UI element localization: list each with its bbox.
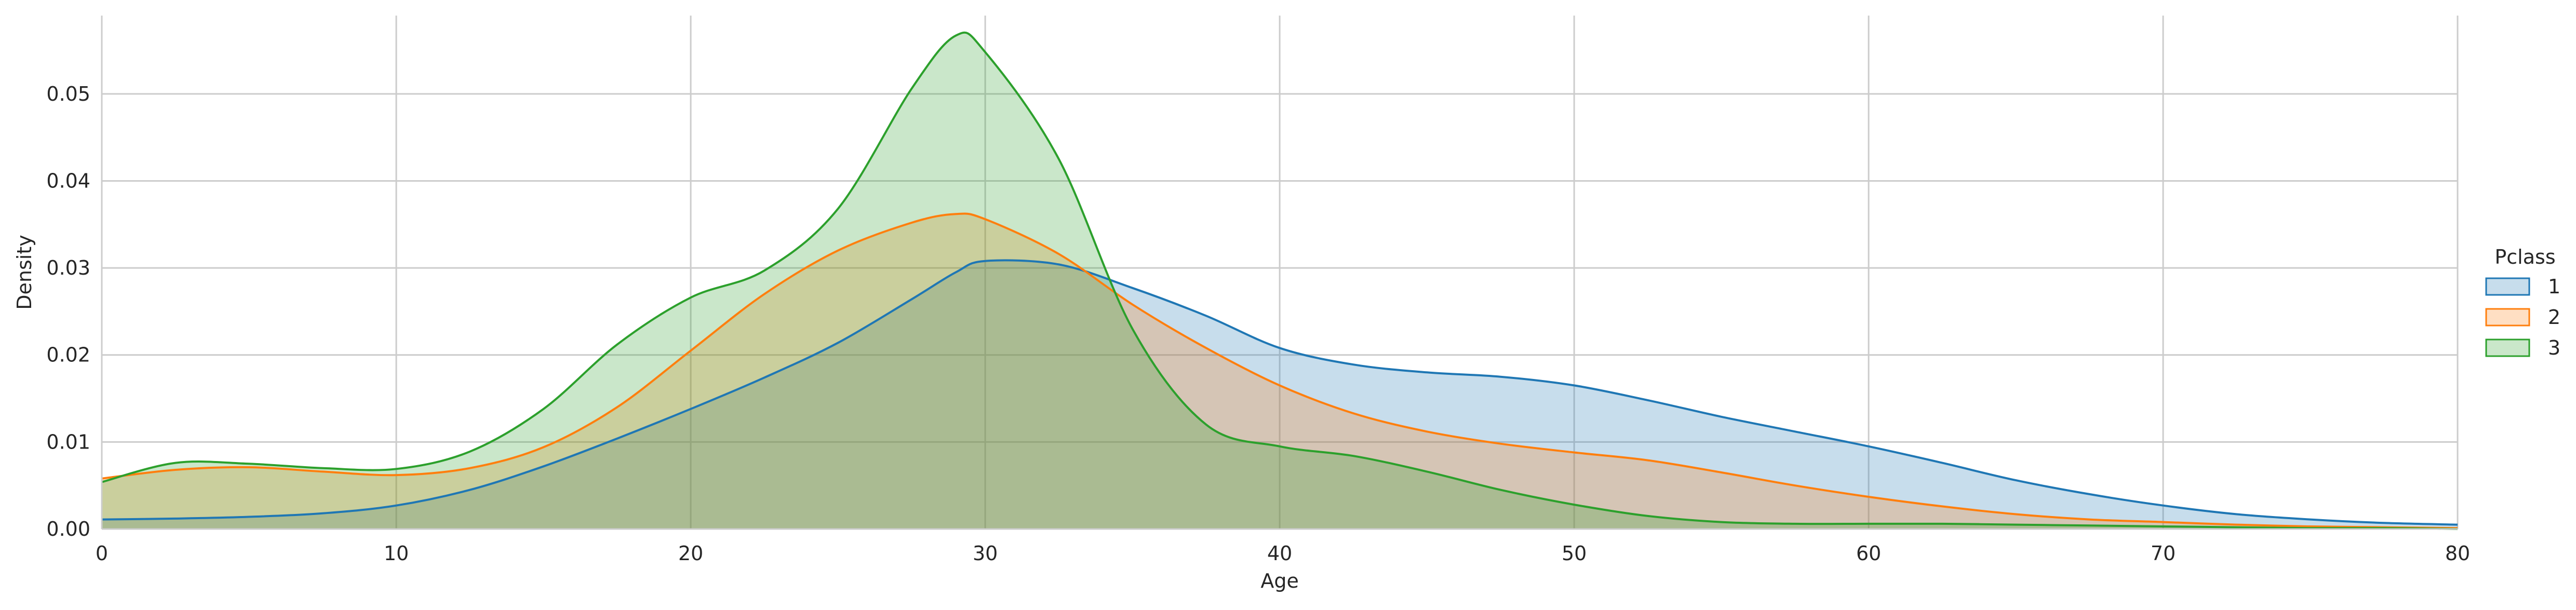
legend-swatch-pclass-3 [2485,338,2530,357]
density-area-pclass-2 [102,213,2458,529]
y-axis-label: Density [13,235,36,309]
y-tick-label: 0.00 [46,518,90,540]
x-tick-label: 40 [1267,542,1292,565]
legend-label-pclass-2: 2 [2548,306,2560,329]
x-tick-label: 80 [2445,542,2470,565]
legend-title: Pclass [2494,246,2555,268]
y-tick-label: 0.02 [46,344,90,367]
y-tick-label: 0.05 [46,83,90,105]
x-axis-label: Age [1260,570,1299,592]
density-line-pclass-1 [101,259,2458,526]
density-area-pclass-3 [102,32,2458,530]
x-tick-label: 10 [384,542,409,565]
y-tick-label: 0.01 [46,430,90,453]
area-layer [102,32,2458,530]
legend-label-pclass-3: 3 [2548,336,2560,359]
axis-layer: 0 10 20 30 40 50 60 70 80 0.00 0.01 0.02 0.03 0.04 0.0… [46,16,2470,565]
density-line-pclass-3 [101,31,2458,530]
x-tick-label: 30 [973,542,998,565]
legend: Pclass 1 2 3 [2485,246,2560,359]
x-tick-label: 60 [1856,542,1881,565]
x-tick-label: 70 [2151,542,2176,565]
x-tick-label: 50 [1562,542,1587,565]
density-line-pclass-2 [101,212,2458,530]
legend-swatch-pclass-1 [2485,277,2530,296]
legend-swatch-pclass-2 [2485,308,2530,327]
line-layer [101,31,2458,530]
legend-label-pclass-1: 1 [2548,275,2560,298]
density-area-pclass-1 [102,260,2458,530]
y-tick-label: 0.03 [46,256,90,279]
y-tick-label: 0.04 [46,169,90,192]
x-tick-label: 20 [678,542,703,565]
x-tick-label: 0 [96,542,108,565]
